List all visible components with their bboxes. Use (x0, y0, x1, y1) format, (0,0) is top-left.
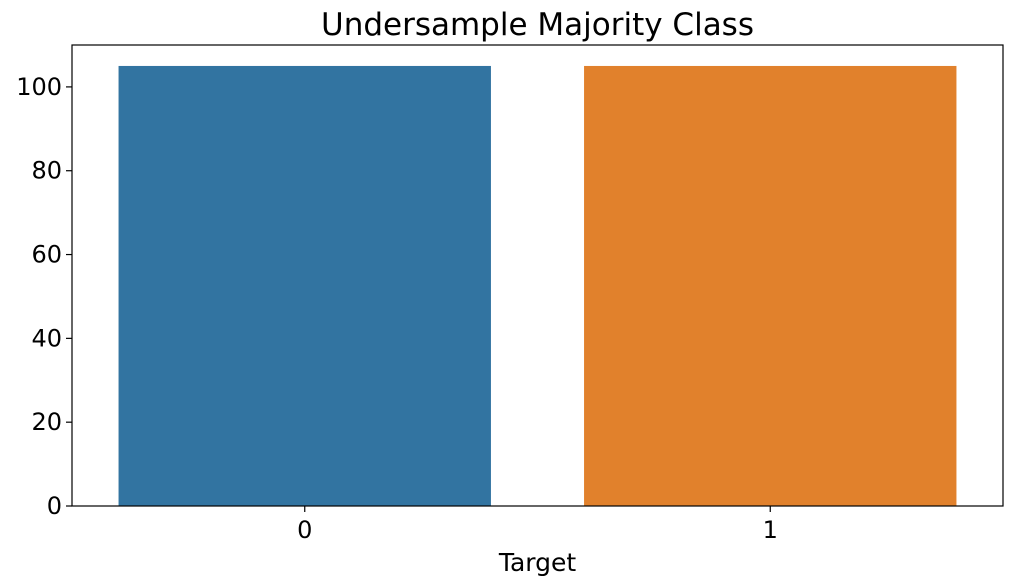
y-tick-label: 40 (31, 324, 62, 352)
chart-title: Undersample Majority Class (321, 7, 754, 43)
y-tick-label: 80 (31, 157, 62, 185)
y-tick-label: 60 (31, 241, 62, 269)
y-tick-label: 20 (31, 408, 62, 436)
y-tick-label: 100 (16, 73, 62, 101)
x-tick-label: 0 (297, 516, 312, 544)
bar-0 (118, 65, 491, 507)
plot-frame (71, 44, 1004, 507)
bars-group (118, 65, 957, 507)
x-axis-label: Target (498, 548, 577, 577)
x-tick-label: 1 (763, 516, 778, 544)
bar-1 (584, 65, 957, 507)
y-axis: 0 20 40 60 80 100 (16, 73, 72, 520)
y-tick-label: 0 (47, 492, 62, 520)
